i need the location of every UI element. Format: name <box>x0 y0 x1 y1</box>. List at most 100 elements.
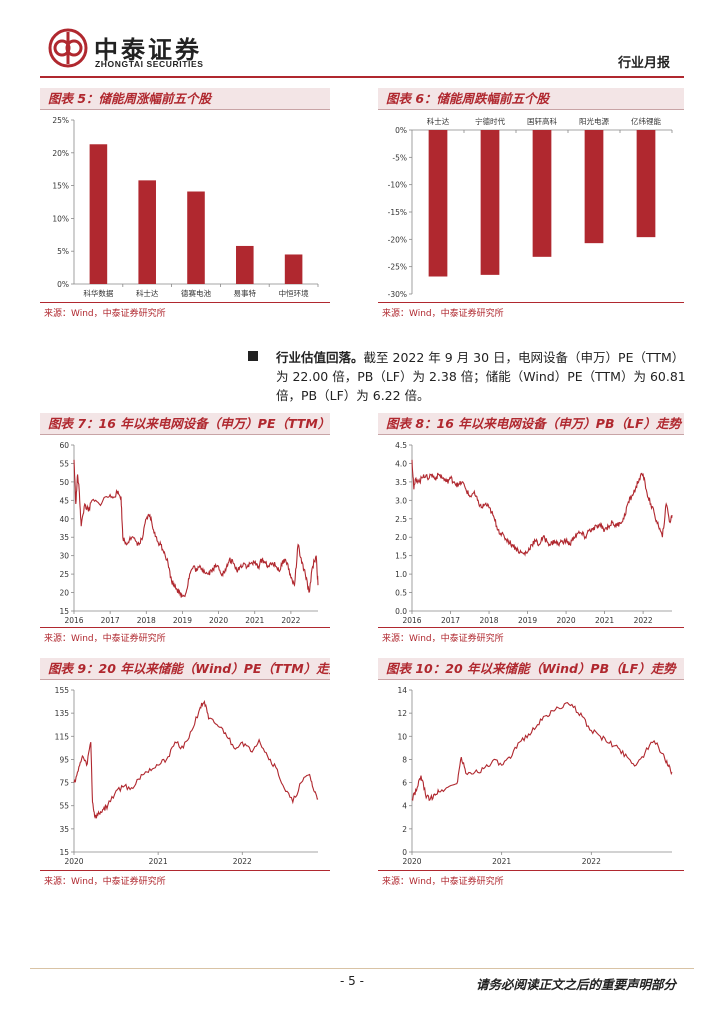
y-tick-label: 135 <box>55 709 70 718</box>
figure-9-panel: 图表 9：20 年以来储能（Wind）PE（TTM）走势 15 35 55 75 95 1… <box>40 658 330 888</box>
series-line <box>73 699 319 819</box>
bar <box>187 191 205 284</box>
y-tick-label: -15% <box>388 208 407 217</box>
x-tick-label: 2017 <box>441 616 460 625</box>
x-tick-label: 2016 <box>402 616 421 625</box>
x-tick-label: 2021 <box>149 857 168 866</box>
x-tick-label: 2017 <box>101 616 120 625</box>
y-tick-label: 60 <box>59 441 69 450</box>
y-tick-label: 115 <box>55 732 70 741</box>
y-tick-label: 1.5 <box>395 552 407 561</box>
x-tick-label: 2020 <box>64 857 83 866</box>
y-tick-label: 2.0 <box>395 533 407 542</box>
bar <box>284 254 303 284</box>
y-tick-label: 15 <box>59 607 69 616</box>
y-tick-label: 4.0 <box>395 459 407 468</box>
y-tick-label: 75 <box>59 779 69 788</box>
category-label: 科士达 <box>427 116 450 126</box>
y-tick-label: 0% <box>57 280 69 289</box>
bar <box>236 245 254 284</box>
y-tick-label: 14 <box>397 686 407 695</box>
y-tick-label: -5% <box>392 153 407 162</box>
x-tick-label: 2020 <box>209 616 228 625</box>
category-label: 易事特 <box>234 288 257 298</box>
y-tick-label: 0.5 <box>395 589 407 598</box>
category-label: 国轩高科 <box>527 116 557 126</box>
y-tick-label: 20% <box>52 149 69 158</box>
figure-8-title: 图表 8：16 年以来电网设备（申万）PB（LF）走势 <box>378 413 684 435</box>
y-tick-label: 0.0 <box>395 607 407 616</box>
y-tick-label: 1.0 <box>395 570 407 579</box>
x-tick-label: 2021 <box>245 616 264 625</box>
category-label: 亿纬锂能 <box>631 116 661 126</box>
y-tick-label: 155 <box>55 686 70 695</box>
figure-6-source: 来源：Wind，中泰证券研究所 <box>378 302 684 319</box>
y-tick-label: 5% <box>57 247 69 256</box>
figure-8-panel: 图表 8：16 年以来电网设备（申万）PB（LF）走势 0.0 0.5 1.0 1.5… <box>378 413 684 645</box>
figure-9-title: 图表 9：20 年以来储能（Wind）PE（TTM）走势 <box>40 658 330 680</box>
y-tick-label: 25 <box>59 570 69 579</box>
page-number: - 5 - <box>340 974 364 988</box>
y-tick-label: 95 <box>59 755 69 764</box>
x-tick-label: 2016 <box>64 616 83 625</box>
y-tick-label: 10 <box>397 732 407 741</box>
figure-8-source: 来源：Wind，中泰证券研究所 <box>378 627 684 644</box>
x-tick-label: 2021 <box>595 616 614 625</box>
y-tick-label: 3.5 <box>395 478 407 487</box>
y-tick-label: 12 <box>397 709 407 718</box>
y-tick-label: 55 <box>59 802 69 811</box>
x-tick-label: 2022 <box>582 857 601 866</box>
y-tick-label: 6 <box>402 779 407 788</box>
x-tick-label: 2019 <box>173 616 192 625</box>
y-tick-label: 20 <box>59 589 69 598</box>
x-tick-label: 2018 <box>479 616 498 625</box>
x-tick-label: 2020 <box>402 857 421 866</box>
y-tick-label: 15 <box>59 848 69 857</box>
x-tick-label: 2020 <box>557 616 576 625</box>
figure-7-chart: 15 20 25 30 35 40 45 50 55 60 2016 2017 2018 2019 2020… <box>59 441 319 625</box>
figure-10-panel: 图表 10：20 年以来储能（Wind）PB（LF）走势 0 2 4 6 8 10 12 14… <box>378 658 684 888</box>
y-tick-label: 40 <box>59 515 69 524</box>
y-tick-label: 2 <box>402 825 407 834</box>
report-type: 行业月报 <box>617 56 670 71</box>
figure-10-title: 图表 10：20 年以来储能（Wind）PB（LF）走势 <box>378 658 684 680</box>
figure-6-panel: 图表 6：储能周跌幅前五个股 0% -5% -10% -15% -20% -25% -30%… <box>378 88 684 320</box>
y-tick-label: 35 <box>59 825 69 834</box>
valuation-paragraph: 行业估值回落。截至 2022 年 9 月 30 日，电网设备（申万）PE（TTM… <box>276 348 686 405</box>
y-tick-label: 0% <box>395 126 407 135</box>
bar <box>138 180 156 284</box>
figure-5-source: 来源：Wind，中泰证券研究所 <box>40 302 330 319</box>
header-divider <box>40 76 684 78</box>
bar <box>532 130 552 257</box>
y-tick-label: -20% <box>388 235 407 244</box>
figure-8-chart: 0.0 0.5 1.0 1.5 2.0 2.5 3.0 3.5 4.0 4.5 2016 2017 20… <box>395 441 673 625</box>
x-tick-label: 2022 <box>281 616 300 625</box>
logo-chinese-name: 中泰证券 <box>94 36 202 64</box>
paragraph-body: 截至 2022 年 9 月 30 日，电网设备（申万）PE（TTM）为 22.0… <box>276 350 686 403</box>
y-tick-label: -25% <box>388 263 407 272</box>
x-tick-label: 2019 <box>518 616 537 625</box>
series-line <box>411 459 673 557</box>
y-tick-label: 30 <box>59 552 69 561</box>
y-tick-label: 2.5 <box>395 515 407 524</box>
category-label: 宁德时代 <box>475 116 505 126</box>
figure-7-title: 图表 7：16 年以来电网设备（申万）PE（TTM）走势 <box>40 413 330 435</box>
figure-5-title: 图表 5：储能周涨幅前五个股 <box>40 88 330 110</box>
bar <box>636 130 656 238</box>
bar <box>584 130 604 244</box>
y-tick-label: 35 <box>59 533 69 542</box>
y-tick-label: 3.0 <box>395 496 407 505</box>
figure-6-title: 图表 6：储能周跌幅前五个股 <box>378 88 684 110</box>
figure-7-panel: 图表 7：16 年以来电网设备（申万）PE（TTM）走势 15 20 25 30 35 4… <box>40 413 330 645</box>
y-tick-label: 15% <box>52 182 69 191</box>
y-tick-label: 25% <box>52 116 69 125</box>
footer-divider <box>30 968 694 969</box>
category-label: 中恒环境 <box>279 288 309 298</box>
disclaimer-notice: 请务必阅读正文之后的重要声明部分 <box>475 977 676 992</box>
figure-9-chart: 15 35 55 75 95 115 135 155 2020 2021 2022 <box>55 686 319 866</box>
paragraph-lead: 行业估值回落。 <box>276 350 364 365</box>
figure-10-source: 来源：Wind，中泰证券研究所 <box>378 870 684 887</box>
bullet-square-icon <box>248 351 258 361</box>
figure-6-chart: 0% -5% -10% -15% -20% -25% -30% 科士达 宁德时代 国轩高科 阳光电源… <box>388 116 673 299</box>
category-label: 科士达 <box>136 288 159 298</box>
